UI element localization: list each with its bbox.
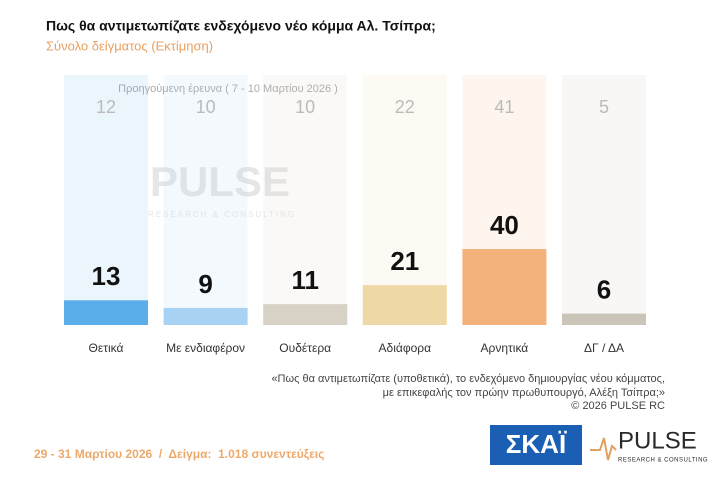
bar — [362, 285, 447, 325]
value-label: 21 — [390, 246, 419, 276]
category-label: Αδιάφορα — [379, 341, 432, 355]
bar — [263, 304, 348, 325]
bar — [462, 249, 547, 325]
pulse-icon — [590, 437, 617, 461]
pulse-logo: PULSE — [618, 427, 697, 454]
value-label: 40 — [490, 210, 519, 240]
note: «Πως θα αντιμετωπίζατε (υποθετικά), το ε… — [271, 373, 665, 412]
bar — [562, 313, 646, 325]
category-label: Με ενδιαφέρον — [166, 341, 245, 355]
skai-logo: ΣΚΑΪ — [506, 429, 567, 459]
chart-subtitle: Σύνολο δείγματος (Εκτίμηση) — [46, 38, 213, 53]
category-label: Θετικά — [89, 341, 124, 355]
footer: 29 - 31 Μαρτίου 2026 / Δείγμα: 1.018 συν… — [34, 447, 324, 461]
value-label: 6 — [597, 274, 611, 304]
watermark: PULSE — [150, 158, 290, 205]
pulse-logo-sub: RESEARCH & CONSULTING — [618, 458, 708, 464]
previous-label: Προηγούμενη έρευνα ( 7 - 10 Μαρτίου 2026… — [118, 83, 338, 95]
value-label: 13 — [92, 261, 121, 291]
value-label: 11 — [291, 265, 319, 295]
previous-column — [562, 75, 646, 325]
bars: 12 13 Θετικά 10 9 Με ενδιαφέρον 10 11 Ουδέτερα 22… — [64, 75, 646, 355]
previous-column — [64, 75, 148, 325]
previous-value: 41 — [494, 97, 514, 117]
previous-column — [362, 75, 447, 325]
previous-column — [163, 75, 248, 325]
bar — [163, 307, 248, 325]
previous-value: 10 — [196, 97, 216, 117]
skai-logo-bg — [490, 425, 582, 465]
previous-value: 10 — [295, 97, 315, 117]
previous-value: 12 — [96, 97, 116, 117]
value-label: 9 — [198, 269, 212, 299]
previous-value: 22 — [395, 97, 415, 117]
category-label: Ουδέτερα — [279, 341, 331, 355]
previous-column — [263, 75, 348, 325]
note-line: © 2026 PULSE RC — [571, 400, 665, 412]
category-label: Αρνητικά — [481, 341, 529, 355]
watermark-sub: RESEARCH & CONSULTING — [148, 210, 296, 219]
bar — [64, 300, 148, 325]
note-line: «Πως θα αντιμετωπίζατε (υποθετικά), το ε… — [271, 373, 665, 385]
chart-title: Πως θα αντιμετωπίζατε ενδεχόμενο νέο κόμ… — [46, 18, 436, 34]
category-label: ΔΓ / ΔΑ — [584, 341, 624, 355]
note-line: με επικεφαλής τον πρώην πρωθυπουργό, Αλέ… — [383, 387, 665, 399]
previous-value: 5 — [599, 97, 609, 117]
